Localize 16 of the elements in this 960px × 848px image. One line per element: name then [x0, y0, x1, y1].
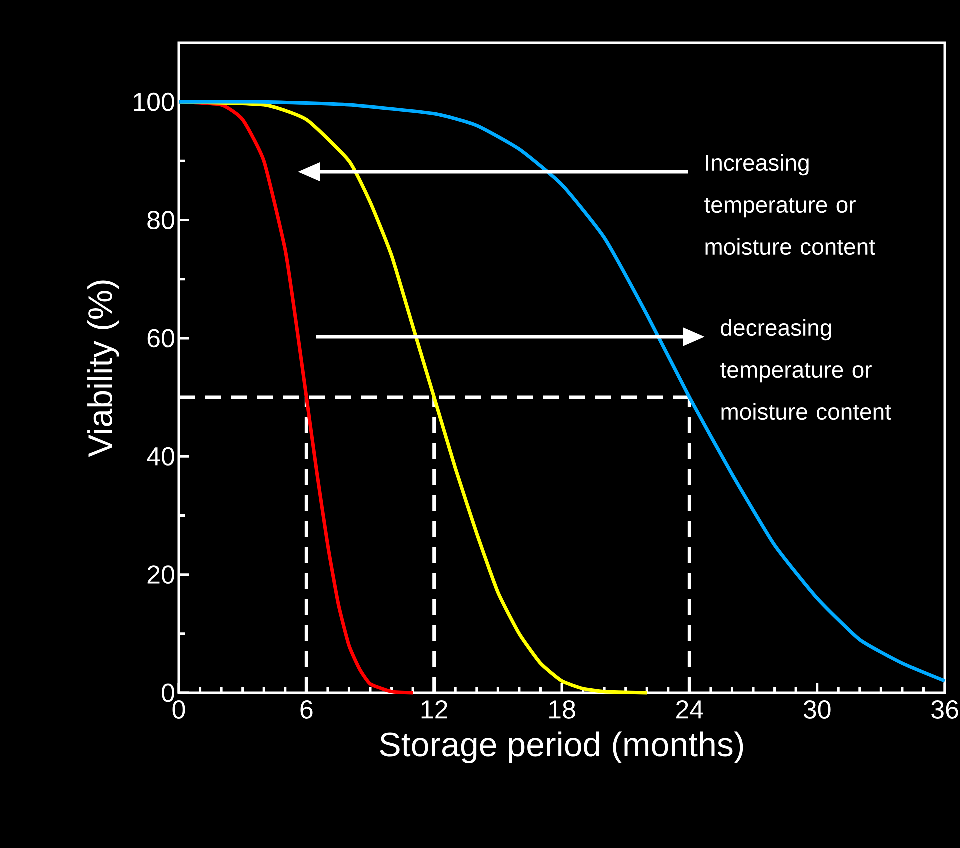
- y-tick-label: 20: [148, 566, 174, 584]
- x-tick-label: 30: [804, 700, 831, 719]
- x-tick-label: 24: [676, 700, 704, 719]
- x-tick-label: 36: [932, 700, 958, 719]
- annotation: Increasing temperature or moisture content: [704, 154, 876, 256]
- y-axis-title: Viability (%): [88, 280, 120, 458]
- x-axis-title: Storage period (months): [380, 732, 744, 764]
- x-tick-label: 6: [300, 700, 313, 719]
- y-tick-label: 100: [134, 92, 174, 112]
- y-tick-label: 80: [148, 211, 174, 230]
- y-tick-label: 60: [148, 329, 174, 348]
- x-tick-label: 12: [422, 700, 448, 719]
- x-tick-label: 18: [550, 700, 576, 719]
- y-tick-label: 0: [162, 684, 174, 702]
- y-tick-label: 40: [147, 447, 174, 466]
- annotation: decreasing temperature or moisture content: [720, 319, 892, 420]
